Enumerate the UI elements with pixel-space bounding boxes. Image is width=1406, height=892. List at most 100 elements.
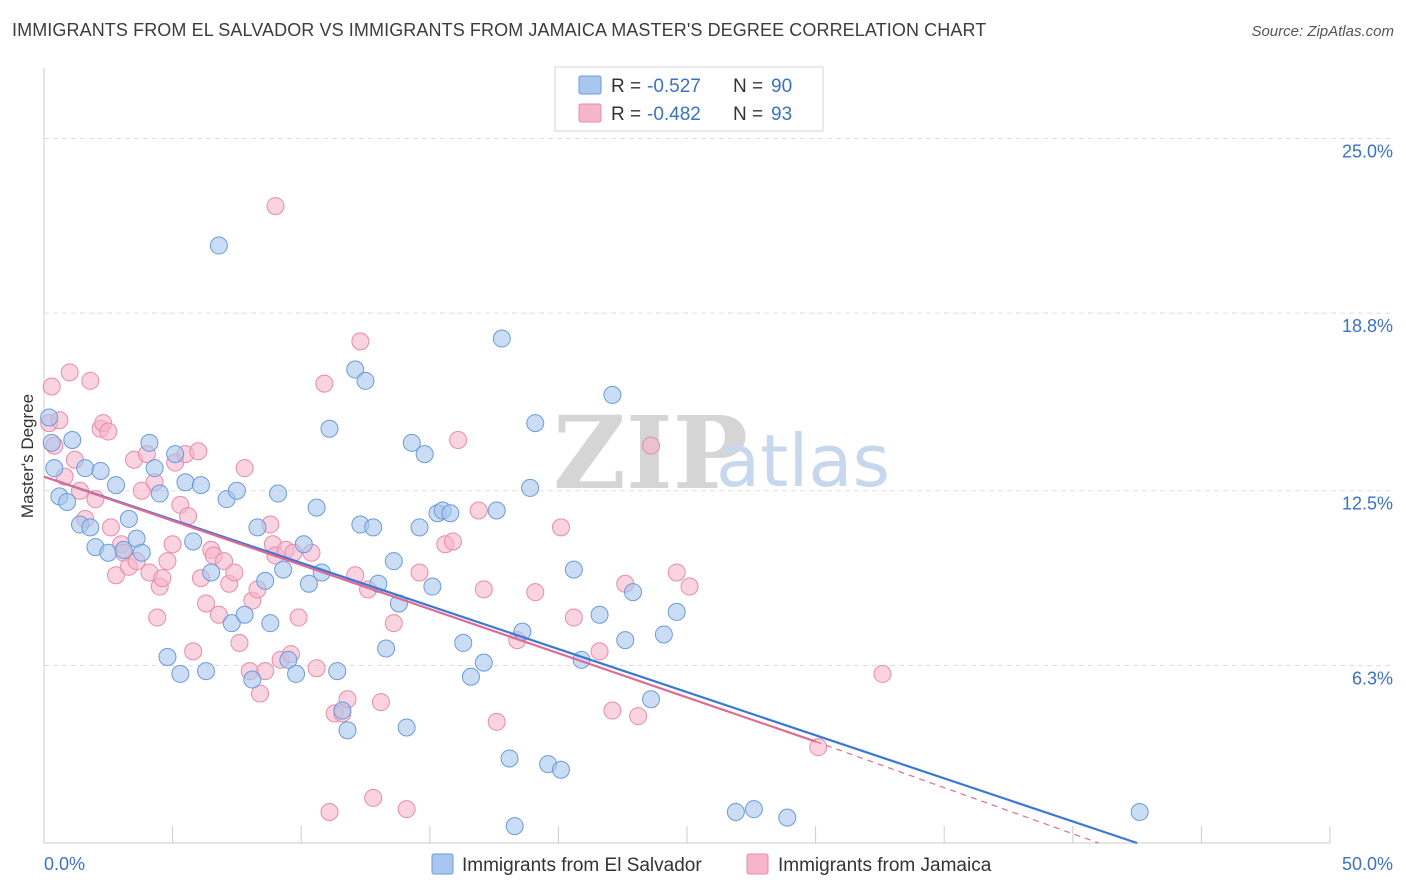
el-salvador-point [590, 605, 609, 624]
jamaica-point [266, 197, 285, 216]
el-salvador-point [81, 518, 100, 537]
jamaica-point [487, 712, 506, 731]
el-salvador-point [145, 459, 164, 478]
jamaica-point [873, 664, 892, 683]
jamaica-point [107, 566, 126, 585]
el-salvador-point [487, 501, 506, 520]
jamaica-point [641, 436, 660, 455]
correlation-legend: R = -0.527 N = 90 R = -0.482 N = 93 [554, 66, 824, 132]
y-tick-labels: 6.3% 12.5% 18.8% 25.0% [1342, 141, 1393, 688]
el-salvador-point [641, 690, 660, 709]
el-salvador-point [235, 605, 254, 624]
el-salvador-point [256, 571, 275, 590]
jamaica-point [469, 501, 488, 520]
el-salvador-point [294, 535, 313, 554]
el-salvador-point [328, 662, 347, 681]
legend-r-value-1: -0.527 [647, 76, 701, 97]
el-salvador-point [150, 484, 169, 503]
el-salvador-point [402, 433, 421, 452]
jamaica-point [163, 535, 182, 554]
jamaica-point [251, 684, 270, 703]
bottom-legend-swatch-blue [431, 853, 454, 875]
el-salvador-point [778, 808, 797, 827]
el-salvador-point [364, 518, 383, 537]
el-salvador-point [76, 459, 95, 478]
jamaica-point [551, 518, 570, 537]
jamaica-point [42, 377, 61, 396]
jamaica-point [189, 442, 208, 461]
watermark: ZIP atlas [553, 394, 890, 512]
el-salvador-point [551, 760, 570, 779]
legend-n-value-2: 93 [771, 104, 792, 125]
x-tick-marks [172, 826, 1331, 843]
jamaica-point [209, 605, 228, 624]
el-salvador-point [299, 574, 318, 593]
jamaica-point [809, 738, 828, 757]
el-salvador-point [58, 493, 77, 511]
el-salvador-point [616, 631, 635, 650]
el-salvador-point [274, 560, 293, 579]
el-salvador-point [441, 504, 460, 523]
jamaica-point [629, 707, 648, 726]
x-tick-label-max: 50.0% [1342, 854, 1393, 874]
el-salvador-point [505, 817, 524, 836]
el-salvador-point [209, 236, 228, 255]
el-salvador-point [243, 670, 262, 689]
el-salvador-point [1130, 803, 1149, 821]
source-label: Source: ZipAtlas.com [1251, 23, 1394, 40]
jamaica-point [307, 659, 326, 678]
el-salvador-point [119, 509, 138, 528]
el-salvador-point [248, 518, 267, 537]
jamaica-point [235, 459, 254, 478]
jamaica-point [230, 633, 249, 652]
el-salvador-point [423, 577, 442, 596]
el-salvador-point [603, 385, 622, 404]
el-salvador-point [564, 560, 583, 579]
el-salvador-point [492, 329, 511, 348]
jamaica-point [132, 481, 151, 500]
el-salvador-point [91, 462, 110, 480]
y-tick-label: 18.8% [1342, 316, 1393, 336]
x-tick-label-min: 0.0% [44, 854, 85, 874]
jamaica-point [289, 608, 308, 627]
el-salvador-point [269, 484, 288, 503]
watermark-atlas: atlas [716, 419, 890, 503]
el-salvador-point [397, 718, 416, 737]
el-salvador-point [320, 419, 339, 438]
el-salvador-point [202, 563, 221, 582]
el-salvador-trend-line [43, 475, 1138, 845]
el-salvador-point [474, 653, 493, 672]
el-salvador-point [166, 445, 185, 464]
jamaica-point [148, 608, 167, 627]
el-salvador-point [526, 414, 545, 433]
bottom-legend-label-jamaica: Immigrants from Jamaica [778, 855, 992, 876]
jamaica-point [449, 431, 468, 449]
jamaica-point [101, 518, 120, 537]
jamaica-trend-extension [815, 740, 1099, 844]
legend-n-label-1: N = [733, 76, 763, 97]
el-salvador-point [744, 800, 763, 819]
jamaica-trend-line [43, 475, 816, 743]
jamaica-point [680, 577, 699, 596]
jamaica-point [371, 693, 390, 712]
jamaica-point [667, 563, 686, 582]
bottom-legend: Immigrants from El Salvador Immigrants f… [431, 853, 992, 876]
el-salvador-point [261, 614, 280, 633]
el-salvador-point [222, 614, 241, 633]
el-salvador-point [184, 532, 203, 551]
jamaica-point [99, 422, 118, 441]
legend-r-label-2: R = [611, 104, 641, 125]
legend-swatch-pink [578, 103, 602, 123]
el-salvador-point [227, 481, 246, 500]
legend-n-label-2: N = [733, 104, 763, 125]
jamaica-point [364, 788, 383, 807]
jamaica-point [256, 662, 275, 681]
el-salvador-point [45, 459, 64, 478]
el-salvador-point [42, 433, 61, 452]
el-salvador-point [176, 473, 195, 492]
el-salvador-point [140, 433, 159, 452]
jamaica-point [474, 580, 493, 599]
jamaica-point [153, 569, 172, 588]
jamaica-point [564, 608, 583, 627]
